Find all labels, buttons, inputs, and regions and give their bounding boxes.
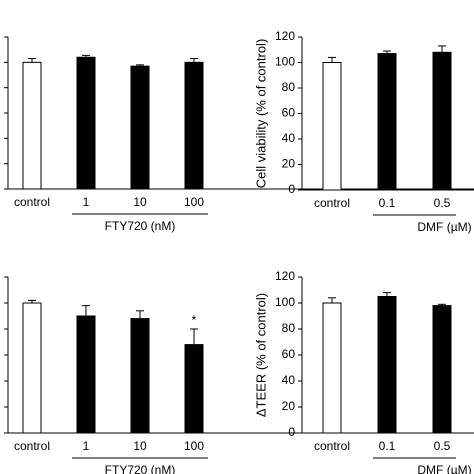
bar <box>377 53 397 191</box>
x-tick-label: 0.1 <box>379 196 396 210</box>
y-tick-label: 120 <box>275 29 295 43</box>
group-label: DMF (µM) <box>417 220 471 234</box>
y-tick-label: 40 <box>282 131 296 145</box>
y-axis-label: Cell viability (% of control) <box>253 39 268 189</box>
x-tick-label: 0.5 <box>434 439 451 453</box>
bar <box>432 305 452 434</box>
y-tick-label: 60 <box>282 347 296 361</box>
bar <box>432 51 452 191</box>
bar <box>322 302 342 434</box>
y-tick-label: 80 <box>282 80 296 94</box>
x-tick-label: 1 <box>83 195 90 209</box>
y-tick-label: 40 <box>282 373 296 387</box>
x-tick-label: 10 <box>133 439 147 453</box>
group-label: FTY720 (nM) <box>105 219 176 233</box>
y-axis-label: ΔTEER (% of control) <box>253 293 268 417</box>
y-tick-label: 20 <box>282 157 296 171</box>
y-tick-label: 80 <box>282 321 296 335</box>
x-tick-label: control <box>14 195 50 209</box>
bar <box>377 296 397 434</box>
y-tick-label: 0 <box>288 425 295 439</box>
bar <box>184 344 204 434</box>
y-tick-label: 100 <box>275 55 295 69</box>
x-tick-label: control <box>14 439 50 453</box>
bar <box>184 61 204 190</box>
bar <box>22 61 42 190</box>
y-tick-label: 100 <box>275 295 295 309</box>
y-tick-label: 0 <box>288 182 295 196</box>
x-tick-label: control <box>314 196 350 210</box>
x-tick-label: 10 <box>133 195 147 209</box>
bar <box>130 318 150 434</box>
x-tick-label: 100 <box>184 195 204 209</box>
x-tick-label: control <box>314 439 350 453</box>
x-tick-label: 0.1 <box>379 439 396 453</box>
bar <box>322 62 342 191</box>
y-tick-label: 60 <box>282 106 296 120</box>
x-tick-label: 100 <box>184 439 204 453</box>
group-label: DMF (µM) <box>417 463 471 474</box>
x-tick-label: 0.5 <box>434 196 451 210</box>
bar <box>76 315 96 434</box>
y-tick-label: 120 <box>275 269 295 283</box>
group-label: FTY720 (nM) <box>105 463 176 474</box>
x-tick-label: 1 <box>83 439 90 453</box>
bar <box>76 56 96 190</box>
bar <box>22 302 42 434</box>
annotation: * <box>192 313 197 327</box>
bar <box>130 65 150 190</box>
y-tick-label: 20 <box>282 399 296 413</box>
